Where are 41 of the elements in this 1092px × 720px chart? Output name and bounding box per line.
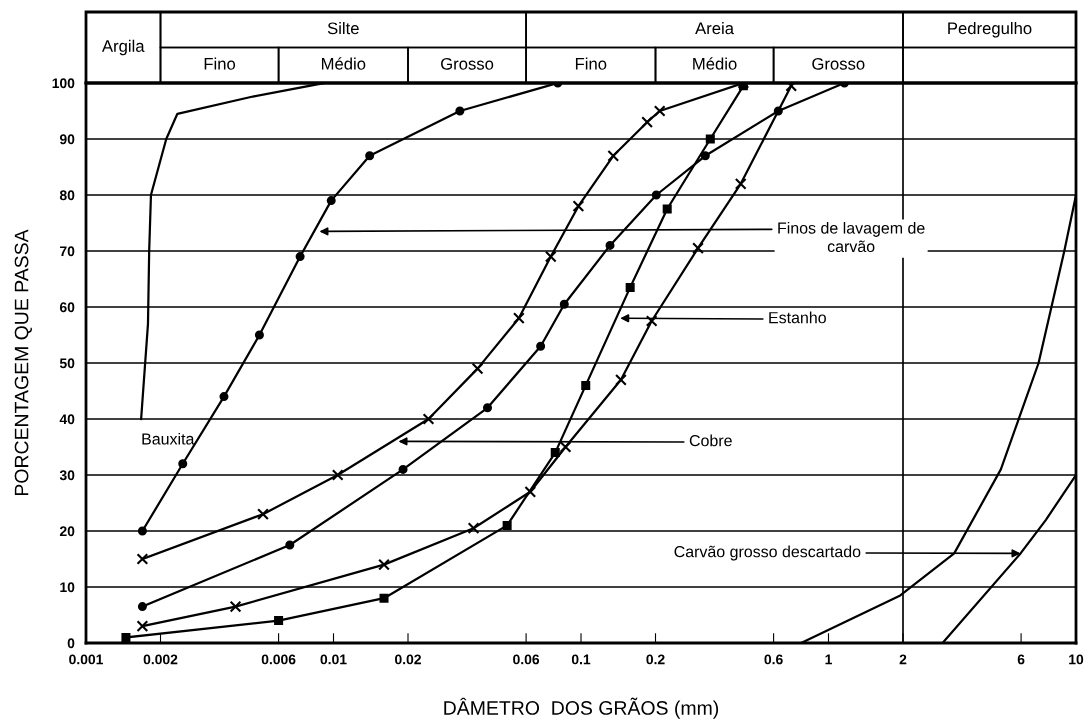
x-tick-label: 6 <box>1017 654 1025 665</box>
x-tick-label: 0.006 <box>261 654 296 665</box>
y-tick-label: 100 <box>52 78 75 89</box>
y-tick-label: 80 <box>59 190 75 201</box>
text: Pedregulho <box>948 21 1032 38</box>
x-tick-label: 0.002 <box>143 654 178 665</box>
x-tick-label: 0.2 <box>646 654 665 665</box>
x-tick-label: 0.06 <box>513 654 540 665</box>
text: Argila <box>101 39 145 56</box>
text: Grosso <box>441 57 494 70</box>
x-tick-label: 0.02 <box>395 654 421 665</box>
x-tick-label: 0.001 <box>69 654 103 665</box>
x-tick-label: 1 <box>825 654 832 665</box>
y-axis-title: PORCENTAGEM QUE PASSA <box>14 229 32 496</box>
annotation: Bauxita <box>142 432 195 445</box>
text: Areia <box>695 21 734 35</box>
x-tick-label: 2 <box>899 654 907 665</box>
x-axis-title: DÂMETRO DOS GRÃOS (mm) <box>444 697 719 719</box>
annotation: Finos de lavagem de carvão <box>778 222 925 253</box>
x-tick-label: 10 <box>1069 654 1084 665</box>
y-tick-label: 10 <box>60 582 75 593</box>
text: Fino <box>204 57 236 70</box>
x-tick-label: 0.6 <box>764 654 783 665</box>
y-tick-label: 90 <box>59 134 75 145</box>
y-tick-label: 60 <box>59 302 75 313</box>
annotation: Carvão grosso descartado <box>674 545 861 561</box>
x-tick-label: 0.01 <box>320 654 347 665</box>
text: Fino <box>575 57 607 70</box>
text: Silte <box>327 21 359 35</box>
y-tick-label: 40 <box>59 414 75 425</box>
y-tick-label: 30 <box>59 470 75 481</box>
y-tick-label: 0 <box>67 638 75 649</box>
x-tick-label: 0.1 <box>571 654 591 665</box>
annotation: Estanho <box>769 311 826 324</box>
y-tick-label: 20 <box>59 526 75 537</box>
y-tick-label: 70 <box>60 246 75 257</box>
text: Médio <box>321 57 366 70</box>
y-tick-label: 50 <box>59 358 75 369</box>
annotation: Cobre <box>689 434 732 447</box>
text: Médio <box>693 57 737 70</box>
text: Grosso <box>812 57 865 70</box>
